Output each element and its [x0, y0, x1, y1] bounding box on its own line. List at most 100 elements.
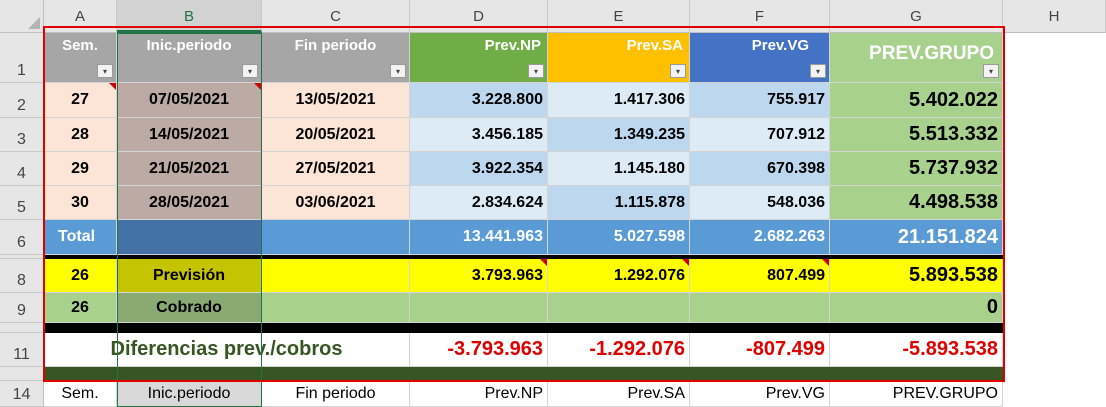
cell-sa: 1.145.180: [548, 152, 690, 186]
total-np: 13.441.963: [410, 220, 548, 255]
column-header-b[interactable]: B: [117, 0, 262, 33]
cell-vg: 548.036: [690, 186, 830, 220]
cell-value: 28/05/2021: [148, 193, 230, 211]
cell-grupo: 5.737.932: [830, 152, 1003, 186]
cell-inic: 14/05/2021: [117, 118, 262, 152]
footer-bar: [44, 367, 1003, 381]
column-header-g[interactable]: G: [830, 0, 1003, 33]
cell-value: 14/05/2021: [148, 125, 230, 143]
diferencias-sa: -1.292.076: [548, 333, 690, 367]
separator-bar: [44, 323, 1003, 333]
cell-value: 3.922.354: [471, 159, 543, 177]
cell-sa: 1.349.235: [548, 118, 690, 152]
comment-indicator-icon[interactable]: [109, 83, 116, 90]
filter-dropdown-icon[interactable]: ▾: [528, 64, 544, 78]
footer-inic: Inic.periodo: [117, 381, 262, 407]
filter-dropdown-icon[interactable]: ▾: [97, 64, 113, 78]
cell-value: 1.145.180: [613, 159, 685, 177]
filter-dropdown-icon[interactable]: ▾: [390, 64, 406, 78]
filter-dropdown-icon[interactable]: ▾: [242, 64, 258, 78]
row-header-1[interactable]: 1: [0, 33, 44, 83]
row-header-8[interactable]: 8: [0, 259, 44, 293]
prevision-sem: 26: [44, 259, 117, 293]
column-header-h[interactable]: H: [1003, 0, 1106, 33]
row-header-10-hidden: [0, 323, 44, 333]
cell-value: 1.349.235: [613, 125, 685, 143]
cell-value: 20/05/2021: [295, 125, 376, 143]
prevision-np: 3.793.963: [410, 259, 548, 293]
select-all-corner[interactable]: [0, 0, 44, 33]
cell-value: 3.228.800: [471, 91, 543, 108]
cell-np: 3.228.800: [410, 83, 548, 118]
filter-dropdown-icon[interactable]: ▾: [810, 64, 826, 78]
row-header-4[interactable]: 4: [0, 152, 44, 186]
footer-sa: Prev.SA: [548, 381, 690, 407]
header-prev-vg: Prev.VG ▾: [690, 33, 830, 83]
cell-vg: 755.917: [690, 83, 830, 118]
row-header-9[interactable]: 9: [0, 293, 44, 323]
total-cell-b: [117, 220, 262, 255]
cell-value: 13/05/2021: [295, 91, 376, 108]
cell-grupo: 4.498.538: [830, 186, 1003, 220]
header-sem: Sem. ▾: [44, 33, 117, 83]
cobrado-np: [410, 293, 548, 323]
total-grupo: 21.151.824: [830, 220, 1003, 255]
cell-sem: 29: [44, 152, 117, 186]
cobrado-vg: [690, 293, 830, 323]
comment-indicator-icon[interactable]: [254, 83, 261, 90]
cobrado-label: Cobrado: [117, 293, 262, 323]
total-cell-c: [262, 220, 410, 255]
row-header-12-hidden: [0, 367, 44, 381]
row-header-3[interactable]: 3: [0, 118, 44, 152]
cell-grupo: 5.513.332: [830, 118, 1003, 152]
column-header-e[interactable]: E: [548, 0, 690, 33]
prevision-grupo: 5.893.538: [830, 259, 1003, 293]
cell-value: 1.115.878: [614, 193, 685, 211]
comment-indicator-icon[interactable]: [540, 259, 547, 266]
cell-np: 2.834.624: [410, 186, 548, 220]
cell-inic: 28/05/2021: [117, 186, 262, 220]
cell-value: 21/05/2021: [148, 159, 230, 177]
prevision-cell-c: [262, 259, 410, 293]
cell-value: 1.417.306: [613, 91, 685, 108]
comment-indicator-icon[interactable]: [822, 259, 829, 266]
cell-sem: 27: [44, 83, 117, 118]
cell-value: 2.834.624: [471, 193, 543, 211]
row-header-2[interactable]: 2: [0, 83, 44, 118]
cobrado-cell-c: [262, 293, 410, 323]
cell-value: 07/05/2021: [148, 91, 230, 108]
cell-fin: 03/06/2021: [262, 186, 410, 220]
cell-value: 755.917: [767, 91, 825, 108]
row-header-14[interactable]: 14: [0, 381, 44, 407]
column-header-c[interactable]: C: [262, 0, 410, 33]
column-header-d[interactable]: D: [410, 0, 548, 33]
cell-value: 03/06/2021: [295, 193, 376, 211]
row-header-5[interactable]: 5: [0, 186, 44, 220]
filter-dropdown-icon[interactable]: ▾: [983, 64, 999, 78]
cell-grupo: 5.402.022: [830, 83, 1003, 118]
header-fin-periodo: Fin periodo ▾: [262, 33, 410, 83]
cobrado-sem: 26: [44, 293, 117, 323]
total-label: Total: [44, 220, 117, 255]
total-sa: 5.027.598: [548, 220, 690, 255]
header-prev-sa: Prev.SA ▾: [548, 33, 690, 83]
cell-inic: 21/05/2021: [117, 152, 262, 186]
prevision-vg: 807.499: [690, 259, 830, 293]
comment-indicator-icon[interactable]: [682, 259, 689, 266]
header-prev-grupo: PREV.GRUPO ▾: [830, 33, 1003, 83]
column-header-a[interactable]: A: [44, 0, 117, 33]
cell-value: 29: [71, 159, 89, 177]
column-header-f[interactable]: F: [690, 0, 830, 33]
row-header-6[interactable]: 6: [0, 220, 44, 255]
cell-value: 548.036: [767, 193, 825, 211]
row-header-11[interactable]: 11: [0, 333, 44, 367]
prevision-sa: 1.292.076: [548, 259, 690, 293]
footer-vg: Prev.VG: [690, 381, 830, 407]
filter-dropdown-icon[interactable]: ▾: [670, 64, 686, 78]
cobrado-grupo: 0: [830, 293, 1003, 323]
cell-sa: 1.115.878: [548, 186, 690, 220]
cell-fin: 27/05/2021: [262, 152, 410, 186]
cell-vg: 670.398: [690, 152, 830, 186]
separator-bar: [44, 255, 1003, 259]
